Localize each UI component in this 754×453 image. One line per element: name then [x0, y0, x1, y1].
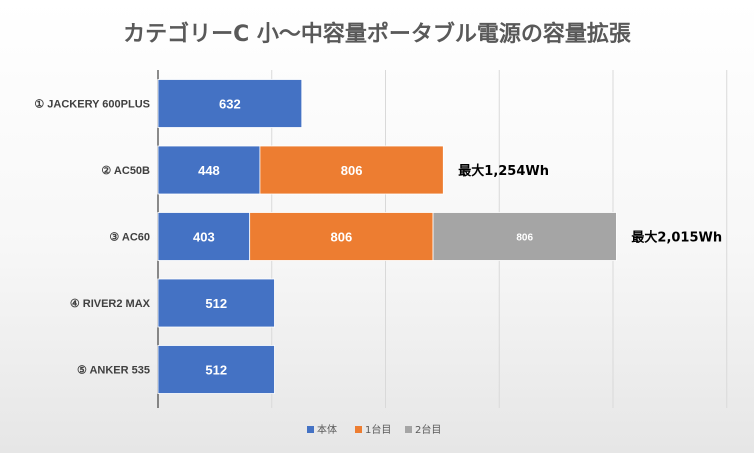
legend-label-2: 2台目 — [415, 423, 441, 436]
data-label: 512 — [205, 363, 227, 378]
annotations: 最大1,254Wh 最大2,015Wh — [458, 163, 722, 246]
data-label: 632 — [219, 97, 241, 112]
bars: 632 448 806 403 806 806 512 512 — [157, 79, 617, 394]
data-label: 806 — [331, 230, 353, 245]
category-label: ① JACKERY 600PLUS — [34, 99, 150, 111]
legend-swatch-2 — [405, 426, 412, 433]
category-label: ⑤ ANKER 535 — [77, 365, 150, 377]
data-label: 512 — [205, 296, 227, 311]
legend: 本体 1台目 2台目 — [307, 423, 441, 436]
bar-4-0 — [157, 345, 275, 394]
legend-label-1: 1台目 — [365, 423, 391, 436]
data-label: 403 — [193, 230, 215, 245]
category-label: ② AC50B — [101, 165, 150, 177]
bar-2-1 — [249, 212, 434, 261]
data-label: 448 — [198, 163, 220, 178]
bar-2-2 — [432, 212, 617, 261]
data-label: 806 — [341, 163, 363, 178]
data-label: 806 — [516, 233, 533, 244]
category-labels: ① JACKERY 600PLUS ② AC50B ③ AC60 ④ RIVER2 M… — [34, 99, 150, 377]
annotation-label: 最大2,015Wh — [631, 230, 722, 246]
bar-2-0 — [157, 212, 251, 261]
bar-0-0 — [157, 79, 303, 128]
annotation-label: 最大1,254Wh — [458, 163, 549, 179]
legend-swatch-1 — [355, 426, 362, 433]
bar-3-0 — [157, 278, 275, 328]
category-label: ④ RIVER2 MAX — [70, 298, 151, 310]
legend-label-0: 本体 — [317, 423, 337, 436]
legend-swatch-0 — [307, 426, 314, 433]
category-label: ③ AC60 — [109, 232, 150, 244]
chart-title: カテゴリーC 小～中容量ポータブル電源の容量拡張 — [123, 21, 632, 47]
bar-1-1 — [259, 145, 444, 195]
